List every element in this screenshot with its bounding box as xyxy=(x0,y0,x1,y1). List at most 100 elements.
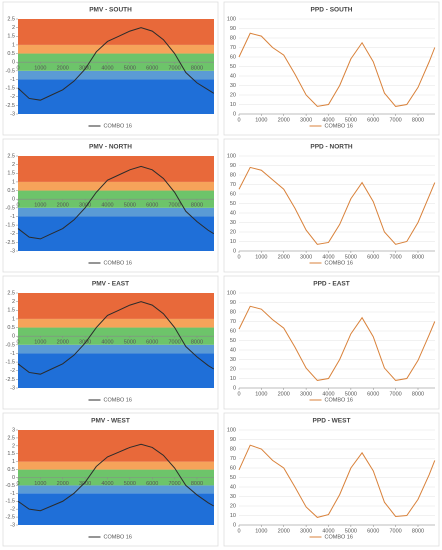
x-tick-label: 7000 xyxy=(168,66,180,72)
y-tick-label: -2.5 xyxy=(6,240,15,246)
y-tick-label: 60 xyxy=(230,328,236,334)
y-tick-label: 10 xyxy=(230,102,236,108)
y-tick-label: 2.5 xyxy=(7,435,15,441)
x-tick-label: 0 xyxy=(16,340,19,346)
data-line xyxy=(17,443,215,512)
legend-label: COMBO 16 xyxy=(325,260,353,266)
comfort-band xyxy=(18,344,214,354)
y-tick-label: 70 xyxy=(230,45,236,51)
comfort-band xyxy=(18,216,214,251)
y-tick-label: -1 xyxy=(10,77,15,83)
y-tick-label: -0.5 xyxy=(6,342,15,348)
x-tick-label: 4000 xyxy=(322,391,334,397)
x-tick-label: 3000 xyxy=(79,481,91,487)
x-tick-label: 6000 xyxy=(146,66,158,72)
x-tick-label: 6000 xyxy=(146,340,158,346)
comfort-band xyxy=(18,207,214,217)
y-tick-label: 100 xyxy=(227,153,236,159)
y-tick-label: 100 xyxy=(227,427,236,433)
y-tick-label: 90 xyxy=(230,26,236,32)
y-tick-label: 0 xyxy=(12,197,15,203)
y-tick-label: -2.5 xyxy=(6,515,15,521)
x-tick-label: 0 xyxy=(237,391,240,397)
y-tick-label: 2.5 xyxy=(7,153,15,159)
x-tick-label: 6000 xyxy=(367,528,379,534)
y-tick-label: 0 xyxy=(12,60,15,66)
y-tick-label: 80 xyxy=(230,309,236,315)
x-tick-label: 2000 xyxy=(57,203,69,209)
y-tick-label: 60 xyxy=(230,54,236,60)
y-tick-label: 1.5 xyxy=(7,34,15,40)
y-tick-label: 50 xyxy=(230,64,236,70)
x-tick-label: 4000 xyxy=(322,254,334,260)
x-tick-label: 1000 xyxy=(255,254,267,260)
y-tick-label: -3 xyxy=(10,248,15,254)
comfort-band xyxy=(18,430,214,462)
y-tick-label: -1.5 xyxy=(6,86,15,92)
x-tick-label: 2000 xyxy=(57,481,69,487)
x-tick-label: 5000 xyxy=(124,203,136,209)
x-tick-label: 1000 xyxy=(255,528,267,534)
x-tick-label: 5000 xyxy=(345,391,357,397)
legend-label: COMBO 16 xyxy=(325,123,353,129)
legend-label: COMBO 16 xyxy=(104,260,132,266)
y-tick-label: 0 xyxy=(233,248,236,254)
y-tick-label: 50 xyxy=(230,475,236,481)
x-tick-label: 8000 xyxy=(191,340,203,346)
comfort-band xyxy=(18,485,214,494)
x-tick-label: 4000 xyxy=(322,528,334,534)
y-tick-label: -3 xyxy=(10,522,15,528)
y-tick-label: -1.5 xyxy=(6,499,15,505)
y-tick-label: -2.5 xyxy=(6,103,15,109)
legend-label: COMBO 16 xyxy=(104,397,132,403)
legend-label: COMBO 16 xyxy=(325,534,353,540)
y-tick-label: 40 xyxy=(230,347,236,353)
x-tick-label: 2000 xyxy=(57,340,69,346)
x-tick-label: 4000 xyxy=(101,481,113,487)
comfort-band xyxy=(18,293,214,319)
y-tick-label: 0.5 xyxy=(7,51,15,57)
y-tick-label: 30 xyxy=(230,83,236,89)
x-tick-label: 2000 xyxy=(278,528,290,534)
y-tick-label: 2.5 xyxy=(7,290,15,296)
y-tick-label: -3 xyxy=(10,111,15,117)
comfort-band xyxy=(18,19,214,45)
y-tick-label: -2 xyxy=(10,231,15,237)
x-tick-label: 4000 xyxy=(101,340,113,346)
y-tick-label: 10 xyxy=(230,513,236,519)
chart-frame xyxy=(223,412,440,547)
x-tick-label: 2000 xyxy=(278,254,290,260)
y-tick-label: -1 xyxy=(10,491,15,497)
legend-label: COMBO 16 xyxy=(104,534,132,540)
x-tick-label: 8000 xyxy=(191,66,203,72)
y-tick-label: 60 xyxy=(230,191,236,197)
chart-title: PPD - NORTH xyxy=(310,144,353,151)
y-tick-label: 2.5 xyxy=(7,16,15,22)
y-tick-label: 0 xyxy=(12,334,15,340)
y-tick-label: -0.5 xyxy=(6,205,15,211)
x-tick-label: 6000 xyxy=(367,391,379,397)
x-tick-label: 1000 xyxy=(34,203,46,209)
x-tick-label: 8000 xyxy=(412,254,424,260)
x-tick-label: 3000 xyxy=(300,254,312,260)
y-tick-label: 90 xyxy=(230,300,236,306)
y-tick-label: 0.5 xyxy=(7,325,15,331)
y-tick-label: 50 xyxy=(230,201,236,207)
y-tick-label: 2 xyxy=(12,25,15,31)
data-line xyxy=(17,165,215,240)
x-tick-label: 4000 xyxy=(101,203,113,209)
y-tick-label: -2 xyxy=(10,94,15,100)
y-tick-label: 50 xyxy=(230,338,236,344)
x-tick-label: 5000 xyxy=(345,528,357,534)
comfort-band xyxy=(18,70,214,80)
y-tick-label: -1 xyxy=(10,351,15,357)
y-tick-label: 2 xyxy=(12,162,15,168)
y-tick-label: 20 xyxy=(230,366,236,372)
comfort-band xyxy=(18,318,214,328)
y-tick-label: 30 xyxy=(230,220,236,226)
y-tick-label: 1 xyxy=(12,42,15,48)
chart-frame xyxy=(223,138,440,273)
x-tick-label: 6000 xyxy=(146,481,158,487)
y-tick-label: 0 xyxy=(233,522,236,528)
x-tick-label: 8000 xyxy=(412,528,424,534)
